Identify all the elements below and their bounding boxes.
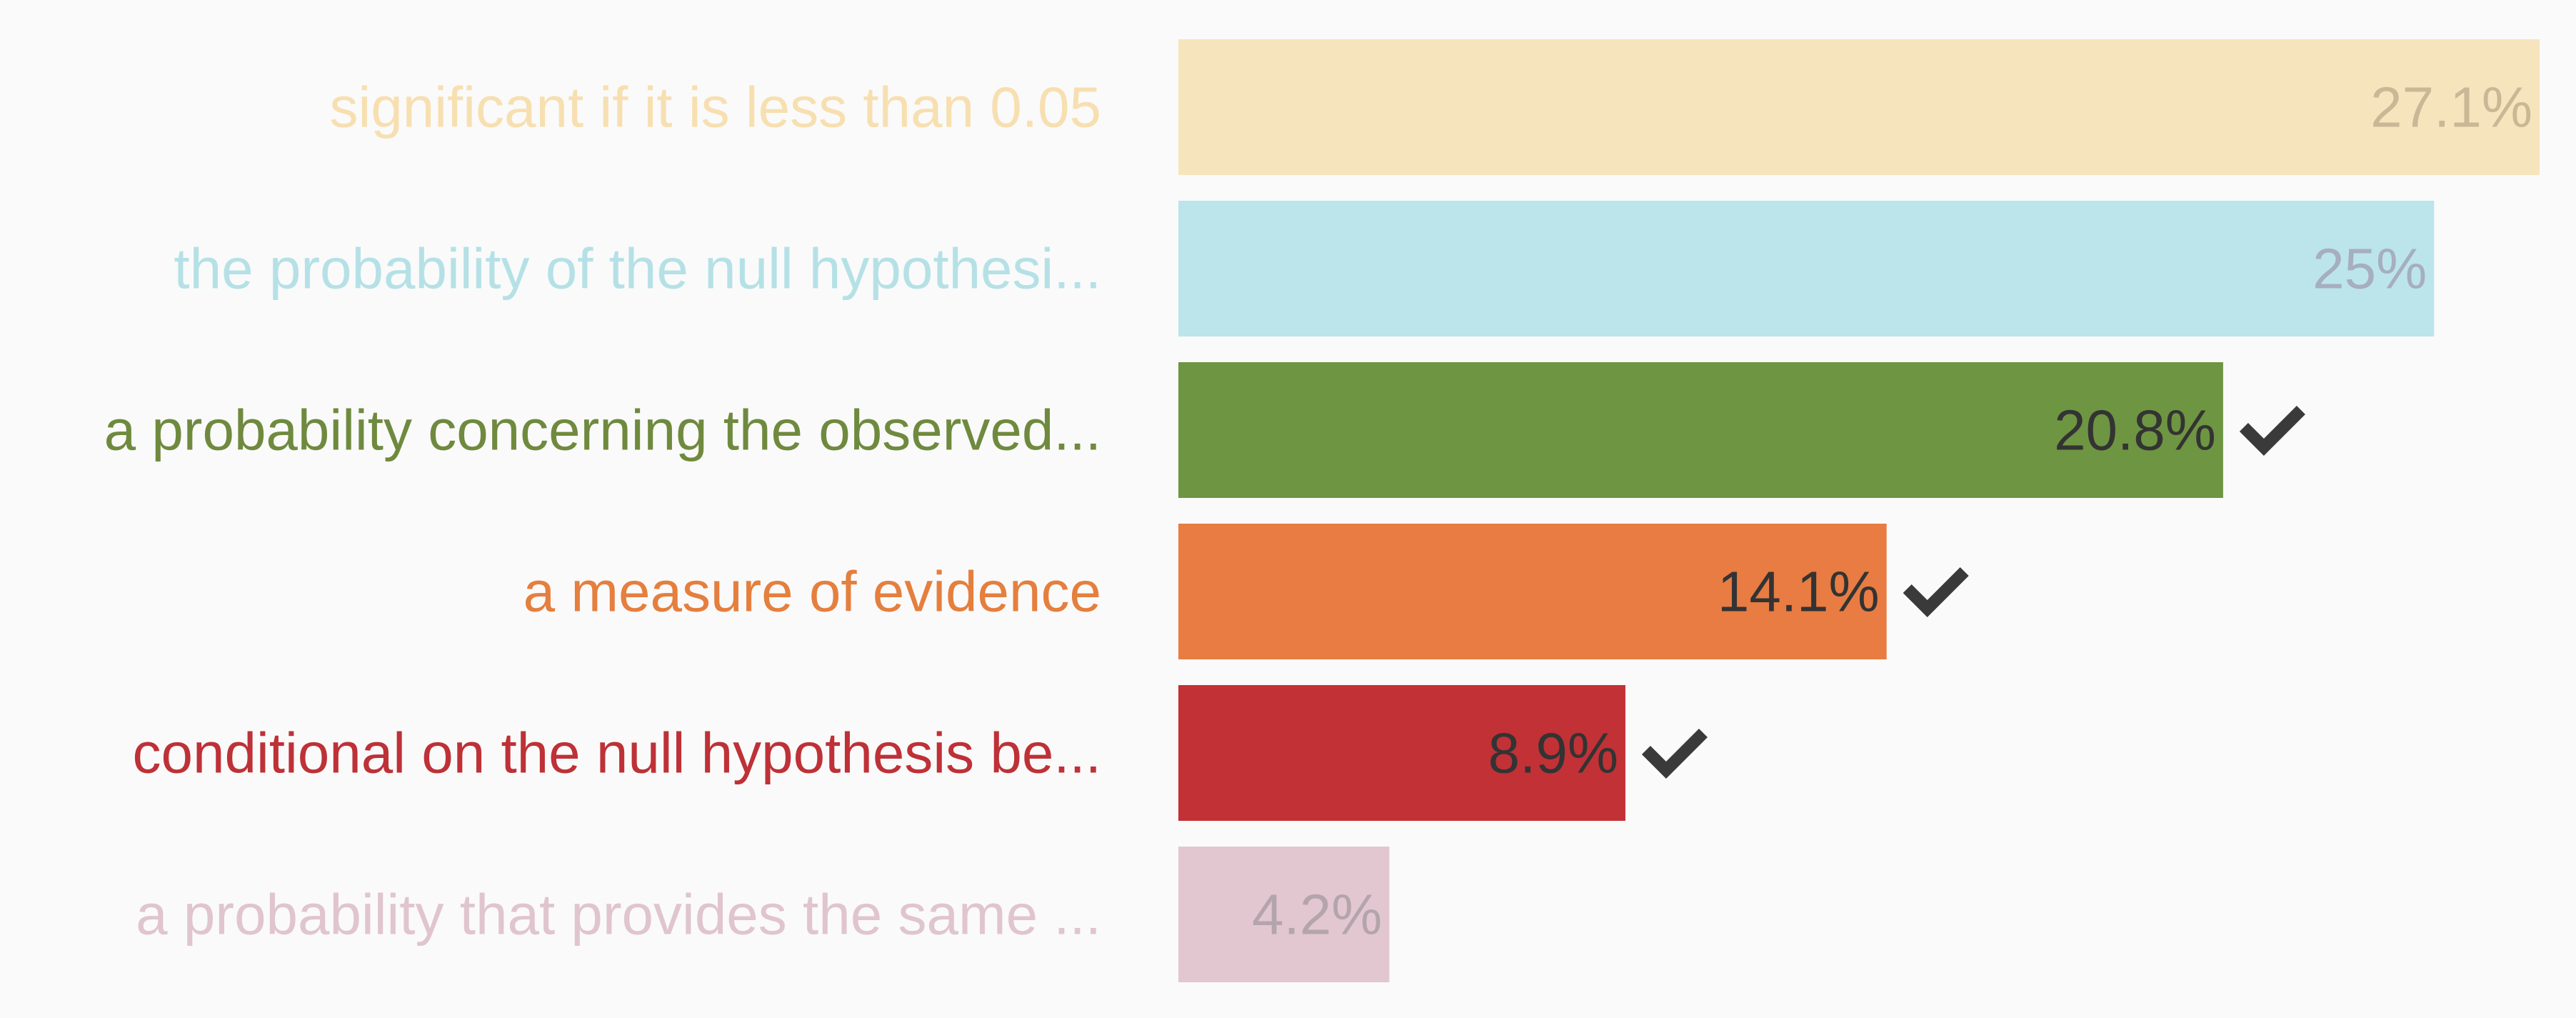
bar — [1178, 524, 1887, 659]
category-label: a probability that provides the same ... — [136, 883, 1101, 947]
value-label: 4.2% — [1252, 883, 1382, 947]
value-label: 27.1% — [2370, 76, 2532, 139]
bar-row: a probability that provides the same ...… — [136, 847, 1390, 982]
bar-row: significant if it is less than 0.05 27.1% — [329, 39, 2540, 175]
category-label: a measure of evidence — [523, 560, 1101, 624]
value-label: 8.9% — [1488, 722, 1618, 785]
bar — [1178, 362, 2223, 498]
bar-row: a probability concerning the observed...… — [104, 362, 2305, 498]
bar-row: conditional on the null hypothesis be...… — [133, 685, 1708, 821]
bar — [1178, 201, 2435, 336]
category-label: the probability of the null hypothesi... — [174, 237, 1101, 301]
check-icon — [1903, 567, 1969, 618]
value-label: 14.1% — [1718, 560, 1880, 624]
category-label: a probability concerning the observed... — [104, 399, 1101, 462]
category-label: conditional on the null hypothesis be... — [133, 722, 1101, 785]
category-label: significant if it is less than 0.05 — [329, 76, 1101, 139]
bar — [1178, 847, 1390, 982]
check-icon — [1641, 728, 1708, 779]
check-icon — [2239, 405, 2305, 456]
bar — [1178, 39, 2540, 175]
value-label: 25% — [2312, 237, 2427, 301]
value-label: 20.8% — [2054, 399, 2216, 462]
bar-row: a measure of evidence 14.1% — [523, 524, 1969, 659]
bars-layer: significant if it is less than 0.05 27.1%… — [104, 39, 2540, 982]
bar-row: the probability of the null hypothesi...… — [174, 201, 2435, 336]
bar — [1178, 685, 1625, 821]
